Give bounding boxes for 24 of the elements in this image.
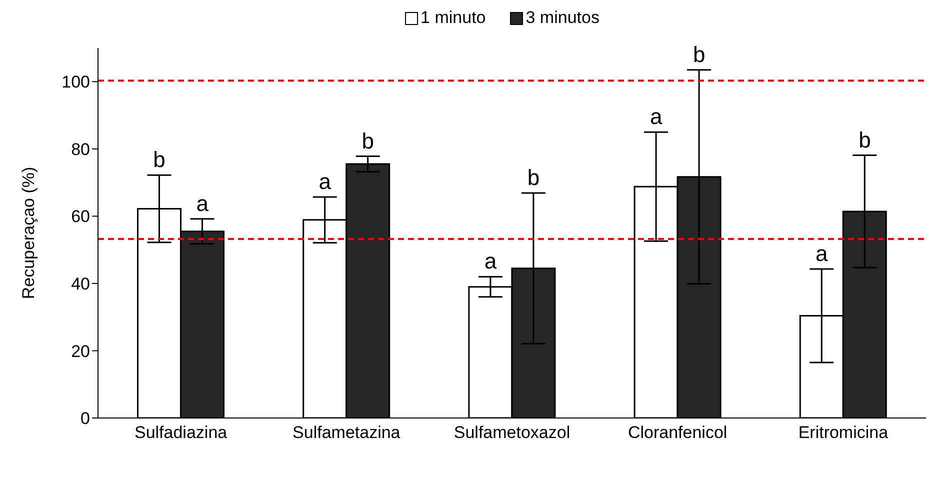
annotation: a [816,240,829,266]
annotation: a [484,248,498,274]
y-tick-label: 0 [80,409,90,428]
annotation: b [693,42,706,67]
y-tick-label: 60 [71,207,90,226]
x-tick-label: Sulfadiazina [134,423,228,442]
x-tick-label: Sulfametoxazol [454,423,570,442]
y-axis-title: Recuperaçao (%) [19,166,38,300]
x-tick-label: Cloranfenicol [628,423,728,442]
y-tick-label: 100 [62,72,90,92]
annotation: a [196,190,210,216]
y-tick-label: 80 [71,140,90,159]
y-tick-label: 20 [71,342,90,361]
annotation: b [362,128,374,154]
annotation: b [153,147,166,172]
annotation: a [650,104,663,130]
y-tick-label: 40 [71,274,90,294]
x-tick-label: Sulfametazina [292,423,401,442]
legend-label: 1 minuto [420,8,486,28]
annotation: b [858,127,871,152]
annotation: a [318,169,332,194]
legend-label: 3 minutos [526,8,600,28]
annotation: b [527,164,540,190]
x-tick-label: Eritromicina [798,423,889,442]
